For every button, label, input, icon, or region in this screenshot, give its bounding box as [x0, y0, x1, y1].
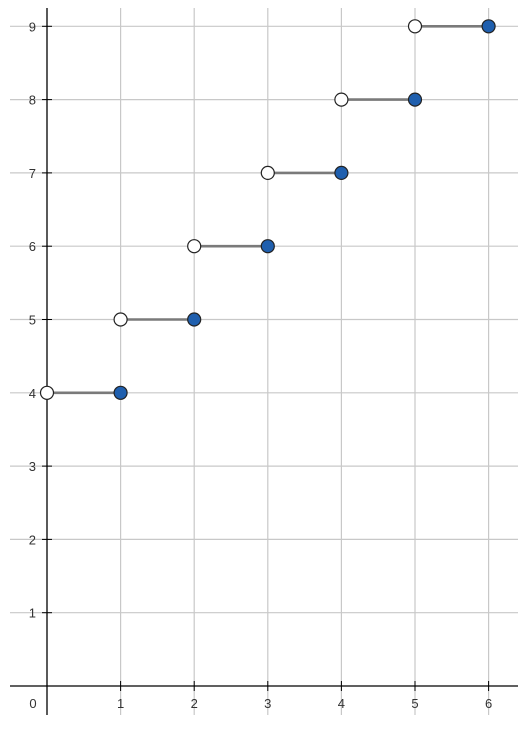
y-tick-label: 8	[29, 93, 36, 108]
y-tick-label: 4	[29, 386, 36, 401]
open-endpoint	[407, 19, 423, 34]
origin-label: 0	[29, 696, 36, 711]
closed-endpoint	[187, 312, 202, 327]
closed-endpoint	[481, 19, 496, 34]
open-endpoint	[39, 385, 55, 400]
closed-endpoint	[113, 385, 128, 400]
open-endpoint	[113, 312, 128, 327]
open-endpoint	[260, 165, 275, 180]
y-tick-label: 7	[29, 166, 36, 181]
closed-endpoint	[260, 239, 275, 254]
y-tick-label: 1	[29, 606, 36, 621]
y-tick-label: 9	[29, 19, 36, 34]
endpoints	[39, 19, 496, 400]
x-tick-label: 4	[338, 696, 345, 711]
x-tick-label: 5	[411, 696, 418, 711]
closed-endpoint	[334, 165, 349, 180]
grid	[10, 8, 518, 715]
x-tick-label: 6	[485, 696, 492, 711]
y-tick-label: 6	[29, 239, 36, 254]
x-tick-labels: 1 2 3 4 5 6	[117, 681, 492, 711]
axes	[10, 8, 518, 715]
open-endpoint	[187, 239, 202, 254]
open-endpoint	[334, 92, 349, 107]
x-tick-label: 3	[264, 696, 271, 711]
closed-endpoint	[407, 92, 423, 107]
step-segments	[47, 24, 489, 395]
x-tick-label: 1	[117, 696, 124, 711]
y-tick-label: 3	[29, 459, 36, 474]
x-tick-label: 2	[191, 696, 198, 711]
y-tick-labels: 1 2 3 4 5 6 7 8 9	[29, 19, 52, 621]
y-tick-label: 2	[29, 532, 36, 547]
y-tick-label: 5	[29, 313, 36, 328]
